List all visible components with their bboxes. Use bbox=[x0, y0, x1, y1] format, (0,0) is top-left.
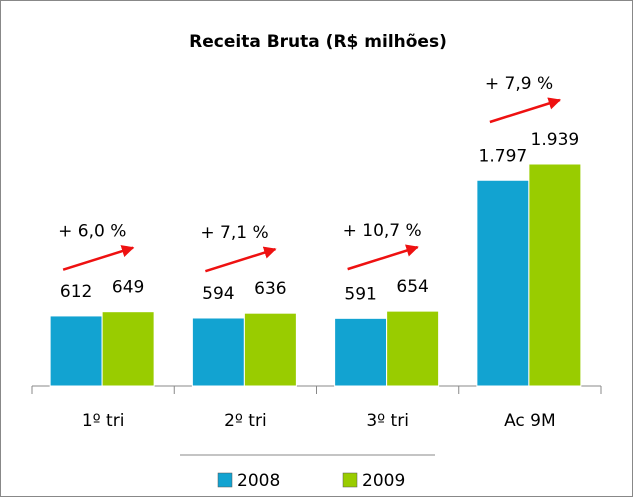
growth-arrow bbox=[205, 246, 277, 273]
legend-swatch bbox=[217, 472, 233, 488]
bar bbox=[476, 179, 530, 387]
growth-arrow bbox=[347, 244, 419, 271]
chart-title: Receita Bruta (R$ milhões) bbox=[189, 32, 447, 52]
value-label: 649 bbox=[112, 278, 144, 298]
value-label: 1.797 bbox=[479, 146, 528, 166]
x-tick-label: Ac 9M bbox=[504, 411, 556, 431]
bar bbox=[528, 163, 582, 387]
legend-label: 2008 bbox=[237, 471, 280, 491]
bar bbox=[386, 310, 440, 387]
legend-swatch bbox=[342, 472, 358, 488]
x-tick-label: 2º tri bbox=[224, 411, 267, 431]
growth-annotation: + 7,1 % bbox=[200, 223, 268, 243]
value-label: 654 bbox=[396, 277, 428, 297]
bar bbox=[243, 312, 297, 387]
value-label: 594 bbox=[202, 284, 234, 304]
bar bbox=[49, 315, 103, 387]
value-label: 636 bbox=[254, 279, 286, 299]
x-tick-label: 3º tri bbox=[366, 411, 409, 431]
growth-arrow bbox=[489, 97, 562, 124]
x-tick-label: 1º tri bbox=[82, 411, 125, 431]
legend-label: 2009 bbox=[362, 471, 405, 491]
growth-annotation: + 10,7 % bbox=[343, 221, 422, 241]
value-label: 1.939 bbox=[531, 130, 580, 150]
bar bbox=[334, 317, 388, 387]
value-label: 591 bbox=[344, 284, 376, 304]
bar bbox=[101, 311, 155, 387]
growth-annotation: + 7,9 % bbox=[485, 74, 553, 94]
bar bbox=[191, 317, 245, 387]
growth-annotation: + 6,0 % bbox=[58, 222, 126, 242]
growth-arrow bbox=[62, 245, 135, 271]
value-label: 612 bbox=[60, 282, 92, 302]
